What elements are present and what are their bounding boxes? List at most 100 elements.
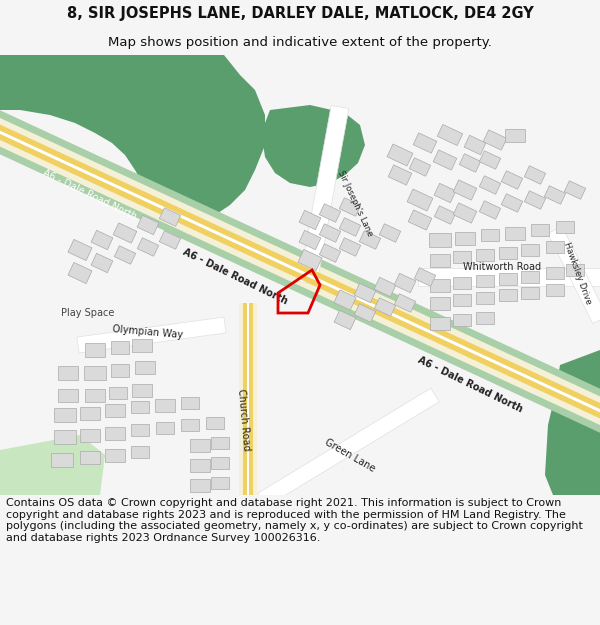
Polygon shape [453,180,477,200]
Polygon shape [546,284,564,296]
Polygon shape [181,397,199,409]
Polygon shape [479,176,500,194]
Polygon shape [243,303,253,500]
Polygon shape [319,244,341,262]
Polygon shape [453,294,471,306]
Polygon shape [298,249,322,271]
Polygon shape [160,231,181,249]
Polygon shape [262,105,365,187]
Polygon shape [334,310,356,330]
Polygon shape [407,189,433,211]
Polygon shape [0,50,265,220]
Polygon shape [0,435,105,495]
Polygon shape [546,241,564,253]
Polygon shape [453,251,471,263]
Polygon shape [132,384,152,396]
Text: Church Road: Church Road [236,389,251,451]
Polygon shape [521,287,539,299]
Polygon shape [77,317,226,353]
Polygon shape [429,233,451,247]
Polygon shape [354,283,376,302]
Polygon shape [105,404,125,416]
Polygon shape [0,122,600,421]
Text: A6 - Dale Road North: A6 - Dale Road North [181,248,289,307]
Polygon shape [481,229,499,241]
Polygon shape [409,158,431,176]
Polygon shape [109,387,127,399]
Polygon shape [394,273,416,292]
Polygon shape [374,278,396,297]
Polygon shape [476,275,494,287]
Polygon shape [0,111,600,432]
Polygon shape [137,215,159,235]
Polygon shape [379,224,401,243]
Polygon shape [544,186,566,204]
Polygon shape [80,406,100,419]
Polygon shape [68,239,92,261]
Polygon shape [453,314,471,326]
Polygon shape [105,426,125,439]
Text: A6 - Dale Road North: A6 - Dale Road North [41,168,139,222]
Polygon shape [548,226,600,324]
Polygon shape [85,389,105,401]
Polygon shape [319,224,341,243]
Polygon shape [524,191,545,209]
Polygon shape [156,422,174,434]
Polygon shape [531,224,549,236]
Polygon shape [0,118,205,237]
Polygon shape [51,453,73,467]
Polygon shape [499,273,517,285]
Polygon shape [502,194,523,213]
Polygon shape [111,364,129,376]
Polygon shape [388,165,412,185]
Polygon shape [111,341,129,354]
Polygon shape [430,296,450,309]
Polygon shape [502,171,523,189]
Polygon shape [299,106,349,284]
Polygon shape [505,129,525,141]
Polygon shape [418,268,600,286]
Polygon shape [556,221,574,233]
Polygon shape [247,303,249,500]
Polygon shape [137,238,158,256]
Text: 8, SIR JOSEPHS LANE, DARLEY DALE, MATLOCK, DE4 2GY: 8, SIR JOSEPHS LANE, DARLEY DALE, MATLOC… [67,6,533,21]
Polygon shape [566,264,584,276]
Polygon shape [85,343,105,357]
Text: Play Space: Play Space [61,308,115,318]
Polygon shape [430,316,450,329]
Polygon shape [433,150,457,170]
Polygon shape [91,230,113,250]
Polygon shape [0,117,600,426]
Polygon shape [464,135,486,155]
Polygon shape [211,477,229,489]
Polygon shape [479,201,500,219]
Polygon shape [80,429,100,441]
Polygon shape [84,366,106,380]
Polygon shape [155,399,175,411]
Polygon shape [434,206,455,224]
Text: Sir Joseph's Lane: Sir Joseph's Lane [336,169,374,238]
Polygon shape [54,408,76,422]
Polygon shape [413,133,437,153]
Polygon shape [0,105,600,438]
Polygon shape [355,304,376,322]
Polygon shape [135,361,155,374]
Polygon shape [505,226,525,239]
Polygon shape [476,312,494,324]
Polygon shape [319,204,341,222]
Polygon shape [334,290,356,310]
Polygon shape [160,208,181,226]
Polygon shape [499,247,517,259]
Polygon shape [394,294,416,312]
Polygon shape [190,479,210,491]
Polygon shape [115,246,136,264]
Polygon shape [521,244,539,256]
Polygon shape [499,289,517,301]
Polygon shape [258,388,439,507]
Polygon shape [408,210,432,230]
Polygon shape [524,166,545,184]
Polygon shape [58,366,78,380]
Polygon shape [190,459,210,471]
Polygon shape [131,401,149,413]
Polygon shape [387,144,413,166]
